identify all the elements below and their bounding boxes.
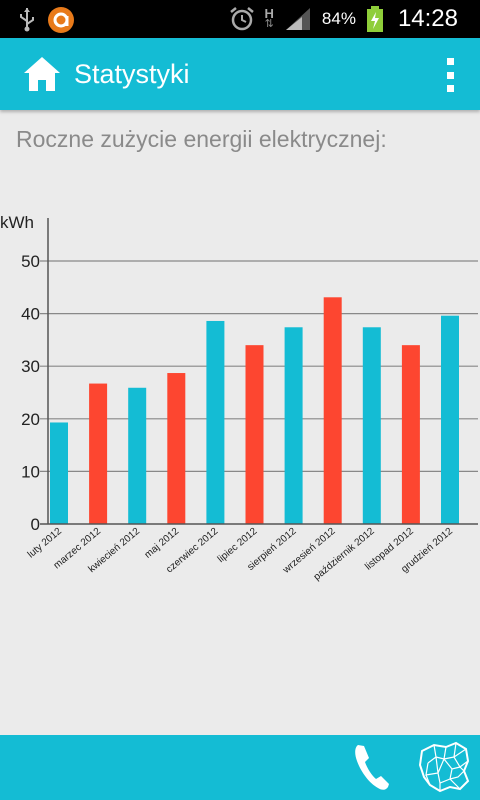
- bar: [89, 383, 108, 524]
- poland-map-icon[interactable]: [416, 739, 472, 795]
- y-tick-label: 10: [21, 462, 40, 481]
- bar: [362, 327, 381, 524]
- clock: 14:28: [397, 5, 458, 32]
- bar: [50, 422, 68, 524]
- phone-icon[interactable]: [352, 741, 392, 793]
- y-axis-label: kWh: [0, 213, 34, 232]
- action-bar: Statystyki: [0, 38, 480, 110]
- y-tick-label: 0: [31, 515, 40, 534]
- home-icon[interactable]: [22, 55, 62, 93]
- alarm-icon: [229, 7, 254, 31]
- bar: [167, 373, 186, 524]
- y-tick-label: 40: [21, 305, 40, 324]
- bottom-bar: [0, 735, 480, 800]
- bar: [323, 297, 342, 524]
- network-h-icon: H ⇅: [264, 6, 274, 30]
- bar: [245, 345, 264, 524]
- overflow-menu-icon[interactable]: [444, 58, 456, 92]
- page-title: Statystyki: [74, 59, 190, 89]
- status-bar: H ⇅ 84% 14:28: [0, 0, 480, 38]
- signal-icon: [285, 8, 310, 30]
- battery-charging-icon: [366, 6, 383, 32]
- bar: [128, 387, 147, 524]
- battery-percent: 84%: [321, 9, 356, 28]
- network-type-label: H: [264, 6, 274, 21]
- chart-heading: Roczne zużycie energii elektrycznej:: [16, 126, 387, 152]
- bar: [441, 315, 459, 524]
- y-tick-label: 30: [21, 357, 40, 376]
- usb-icon: [20, 8, 34, 32]
- x-tick-label: maj 2012: [143, 526, 182, 561]
- bar: [401, 345, 420, 524]
- bar: [206, 320, 225, 524]
- app-notification-icon: [48, 7, 74, 33]
- bar: [284, 327, 303, 524]
- y-tick-label: 20: [21, 410, 40, 429]
- y-tick-label: 50: [21, 252, 40, 271]
